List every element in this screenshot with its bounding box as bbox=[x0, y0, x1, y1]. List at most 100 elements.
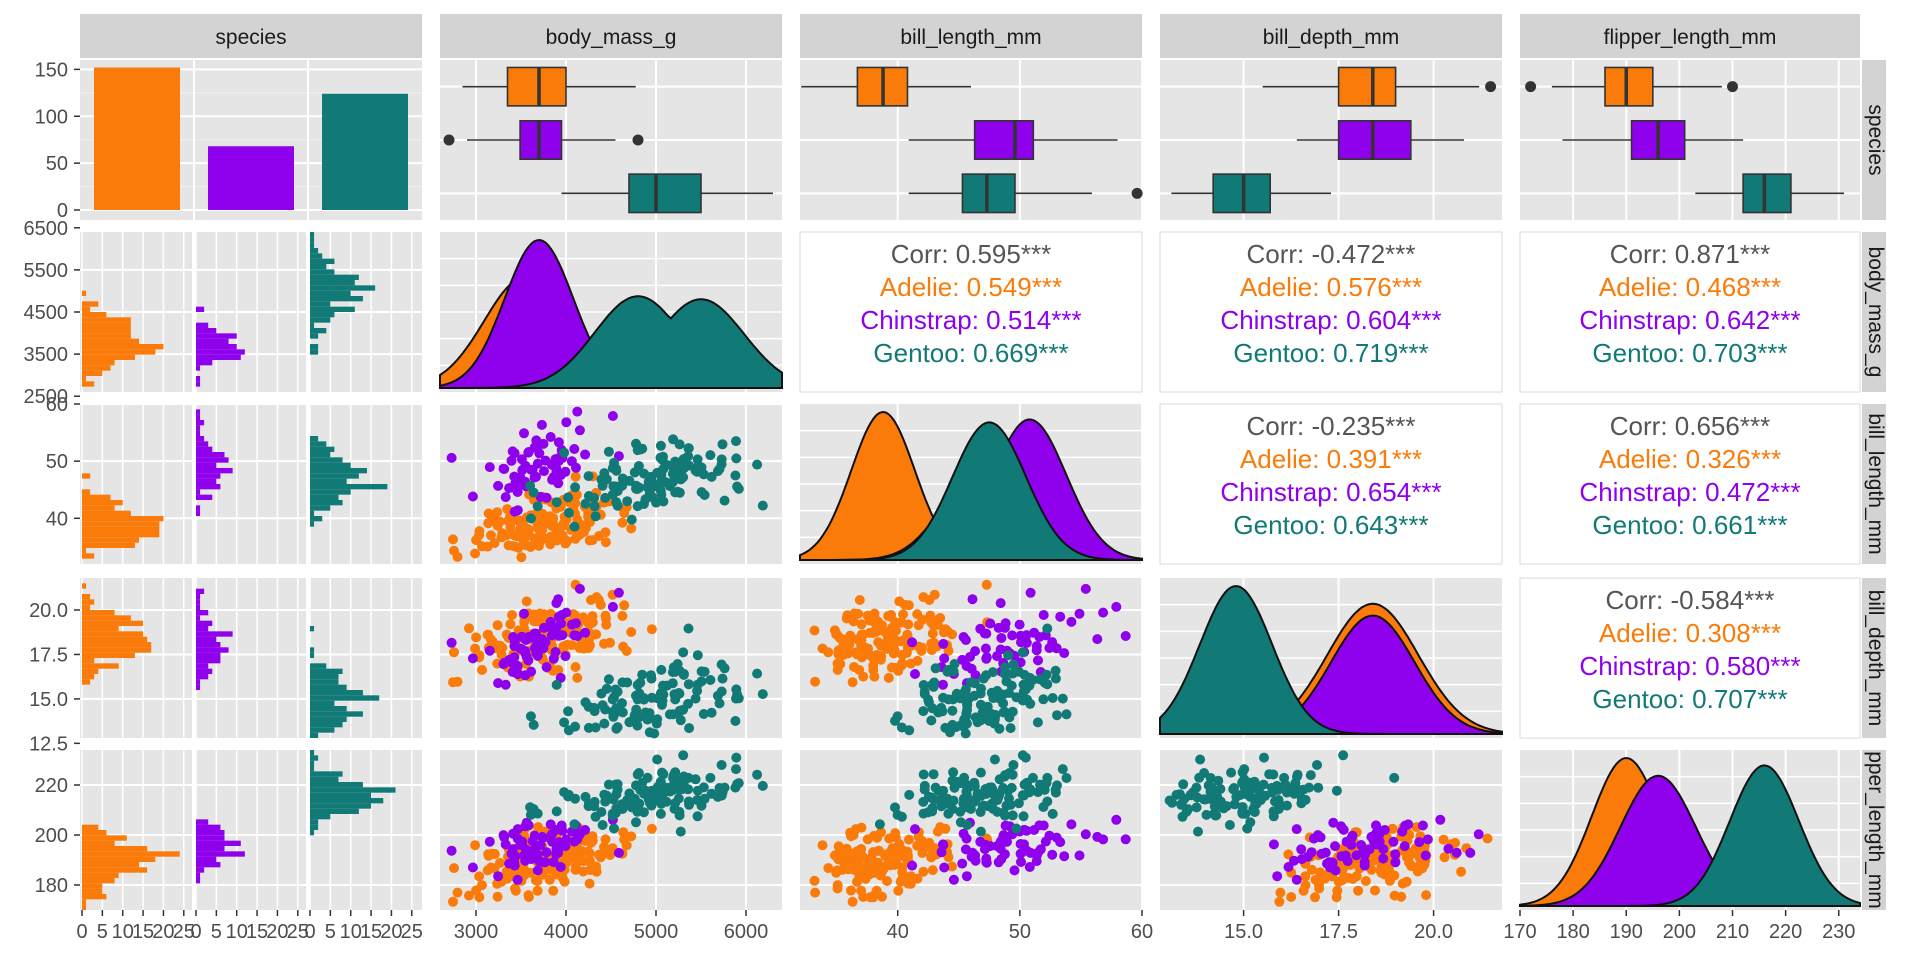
scatter-point bbox=[1292, 769, 1303, 780]
column-strip bbox=[440, 14, 782, 58]
scatter-point bbox=[1282, 787, 1292, 798]
scatter-point bbox=[856, 885, 867, 896]
column-strip-label: species bbox=[215, 26, 286, 49]
x-tick-label: 20 bbox=[380, 921, 402, 943]
scatter-point bbox=[674, 459, 685, 470]
scatter-point bbox=[532, 501, 543, 512]
scatter-point bbox=[544, 874, 555, 885]
correlation-text: Corr: -0.584*** bbox=[1605, 585, 1774, 615]
scatter-point bbox=[474, 871, 485, 882]
scatter-point bbox=[678, 750, 689, 761]
scatter-point bbox=[506, 455, 517, 466]
scatter-point bbox=[452, 676, 463, 687]
scatter-point bbox=[584, 848, 595, 859]
scatter-point bbox=[1291, 874, 1302, 885]
correlation-text: Corr: 0.595*** bbox=[891, 239, 1051, 269]
correlation-text: Corr: -0.235*** bbox=[1246, 411, 1415, 441]
scatter-point bbox=[1421, 890, 1432, 901]
x-tick-label: 25 bbox=[173, 921, 195, 943]
y-tick-label: 17.5 bbox=[29, 644, 68, 666]
scatter-point bbox=[632, 806, 643, 817]
hist-bar-gentoo bbox=[310, 306, 355, 312]
scatter-point bbox=[900, 599, 911, 610]
scatter-point bbox=[561, 417, 572, 428]
scatter-point bbox=[1300, 794, 1311, 805]
hist-bar-gentoo bbox=[310, 242, 315, 248]
hist-bar-chinstrap bbox=[196, 867, 205, 873]
scatter-point bbox=[1042, 796, 1053, 807]
scatter-point bbox=[1310, 892, 1320, 903]
y-tick-label: 6500 bbox=[24, 218, 69, 240]
scatter-point bbox=[658, 769, 669, 780]
scatter-point bbox=[626, 523, 637, 534]
column-strip bbox=[1160, 14, 1502, 58]
x-tick-label: 0 bbox=[304, 921, 315, 943]
scatter-point bbox=[652, 714, 663, 725]
scatter-point bbox=[560, 538, 571, 549]
scatter-point bbox=[1358, 845, 1369, 856]
scatter-point bbox=[998, 832, 1009, 843]
scatter-point bbox=[868, 892, 879, 903]
scatter-point bbox=[528, 719, 539, 730]
hist-bar-gentoo bbox=[310, 237, 315, 243]
scatter-point bbox=[516, 552, 527, 563]
scatter-point bbox=[523, 820, 534, 831]
scatter-point bbox=[667, 477, 678, 488]
hist-bar-gentoo bbox=[310, 505, 331, 511]
scatter-point bbox=[1008, 659, 1019, 670]
scatter-point bbox=[545, 819, 556, 830]
scatter-point bbox=[658, 451, 668, 462]
hist-bar-adelie bbox=[82, 846, 148, 852]
scatter-point bbox=[1376, 861, 1387, 872]
box-outlier bbox=[1727, 81, 1738, 93]
scatter-point bbox=[533, 532, 544, 543]
scatter-point bbox=[1331, 785, 1342, 796]
hist-bar-gentoo bbox=[310, 668, 343, 674]
hist-bar-chinstrap bbox=[196, 420, 205, 426]
scatter-point bbox=[927, 865, 938, 876]
scatter-point bbox=[494, 516, 505, 527]
scatter-point bbox=[809, 625, 820, 636]
scatter-point bbox=[1371, 820, 1381, 831]
correlation-text: Corr: -0.472*** bbox=[1246, 239, 1415, 269]
scatter-point bbox=[1027, 772, 1038, 783]
scatter-point bbox=[832, 664, 843, 675]
scatter-point bbox=[995, 843, 1006, 854]
hist-bar-chinstrap bbox=[196, 409, 201, 415]
scatter-point bbox=[674, 810, 685, 821]
scatter-point bbox=[1052, 780, 1062, 791]
scatter-point bbox=[1313, 782, 1324, 793]
scatter-point bbox=[553, 847, 564, 858]
scatter-point bbox=[1402, 852, 1412, 863]
scatter-point bbox=[731, 752, 742, 763]
hist-bar-gentoo bbox=[310, 280, 355, 286]
y-tick-label: 4500 bbox=[24, 302, 69, 324]
scatter-point bbox=[590, 811, 601, 822]
scatter-point bbox=[638, 694, 649, 705]
x-tick-label: 20 bbox=[152, 921, 174, 943]
scatter-point bbox=[926, 638, 937, 649]
scatter-point bbox=[1389, 772, 1400, 783]
hist-bar-adelie bbox=[82, 344, 164, 350]
scatter-point bbox=[567, 640, 577, 651]
hist-bar-chinstrap bbox=[196, 604, 201, 610]
scatter-point bbox=[872, 616, 883, 627]
scatter-point bbox=[949, 782, 960, 793]
scatter-point bbox=[1450, 837, 1460, 848]
scatter-point bbox=[489, 863, 500, 874]
scatter-point bbox=[1274, 896, 1285, 907]
hist-bar-adelie bbox=[82, 679, 91, 685]
scatter-point bbox=[714, 698, 725, 709]
scatter-point bbox=[1300, 871, 1311, 882]
scatter-point bbox=[981, 628, 992, 639]
scatter-point bbox=[532, 650, 543, 661]
scatter-point bbox=[609, 457, 619, 468]
scatter-point bbox=[731, 684, 742, 695]
scatter-point bbox=[477, 664, 487, 675]
scatter-point bbox=[508, 632, 519, 642]
scatter-point bbox=[958, 828, 969, 839]
scatter-point bbox=[1014, 619, 1025, 630]
box-chinstrap bbox=[1337, 120, 1412, 161]
hist-bar-gentoo bbox=[310, 468, 367, 474]
scatter-point bbox=[678, 647, 689, 658]
